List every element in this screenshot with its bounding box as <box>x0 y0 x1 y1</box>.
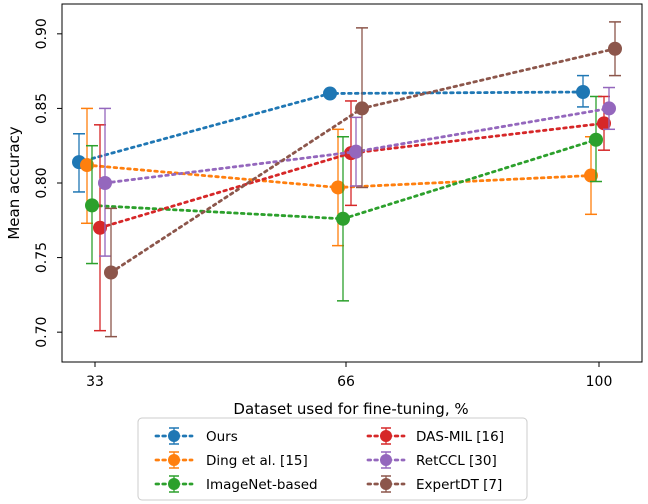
data-point <box>98 176 112 190</box>
data-point <box>80 158 94 173</box>
series-layer <box>72 21 622 338</box>
series-retccl-30 <box>98 86 616 257</box>
plot-area <box>61 3 643 363</box>
legend: Ours Ding et al. [15] ImageNet-based DAS-MI… <box>137 417 528 501</box>
data-point <box>331 180 345 195</box>
legend-label: ExpertDT [7] <box>416 477 502 493</box>
legend-item: Ding et al. [15] <box>154 451 308 469</box>
data-point <box>336 211 350 226</box>
series-expertdt-7 <box>104 21 622 338</box>
series-imagenet-based <box>85 95 603 302</box>
y-tick-label: 0.90 <box>34 18 50 49</box>
y-tick-label: 0.80 <box>34 167 50 198</box>
x-axis: 33 66 100 <box>86 362 612 390</box>
legend-swatch-marker <box>168 430 180 442</box>
legend-swatch-marker <box>380 478 392 490</box>
data-point <box>85 198 99 213</box>
data-point <box>323 86 337 101</box>
legend-swatch-marker <box>168 454 180 466</box>
data-point <box>584 168 598 183</box>
legend-label: ImageNet-based <box>206 477 318 493</box>
series-ours <box>72 74 590 193</box>
data-point <box>104 265 118 280</box>
legend-label: RetCCL [30] <box>416 453 497 469</box>
y-axis-label: Mean accuracy <box>5 126 23 239</box>
legend-item: RetCCL [30] <box>366 451 497 469</box>
legend-item: Ours <box>154 427 238 445</box>
legend-item: ExpertDT [7] <box>366 475 502 493</box>
data-point <box>349 144 363 159</box>
data-point <box>355 101 369 116</box>
legend-label: Ours <box>206 429 238 445</box>
legend-frame <box>137 417 528 501</box>
x-tick-label: 66 <box>337 374 355 390</box>
y-tick-label: 0.70 <box>34 317 50 348</box>
data-point <box>576 85 590 100</box>
x-tick-label: 33 <box>86 374 104 390</box>
legend-item: ImageNet-based <box>154 475 318 493</box>
legend-swatch-marker <box>380 454 392 466</box>
data-point <box>602 101 616 116</box>
y-tick-label: 0.75 <box>34 242 50 273</box>
legend-swatch-marker <box>168 478 180 490</box>
x-axis-label: Dataset used for fine-tuning, % <box>233 400 468 418</box>
legend-swatch-marker <box>380 430 392 442</box>
y-axis: 0.70 0.75 0.80 0.85 0.90 <box>34 18 62 348</box>
legend-label: DAS-MIL [16] <box>416 429 504 445</box>
data-point <box>608 41 622 56</box>
x-tick-label: 100 <box>586 374 613 390</box>
legend-item: DAS-MIL [16] <box>366 427 504 445</box>
data-point <box>589 132 603 147</box>
legend-label: Ding et al. [15] <box>206 453 308 469</box>
data-point <box>597 116 611 131</box>
y-tick-label: 0.85 <box>34 93 50 124</box>
data-point <box>93 220 107 235</box>
